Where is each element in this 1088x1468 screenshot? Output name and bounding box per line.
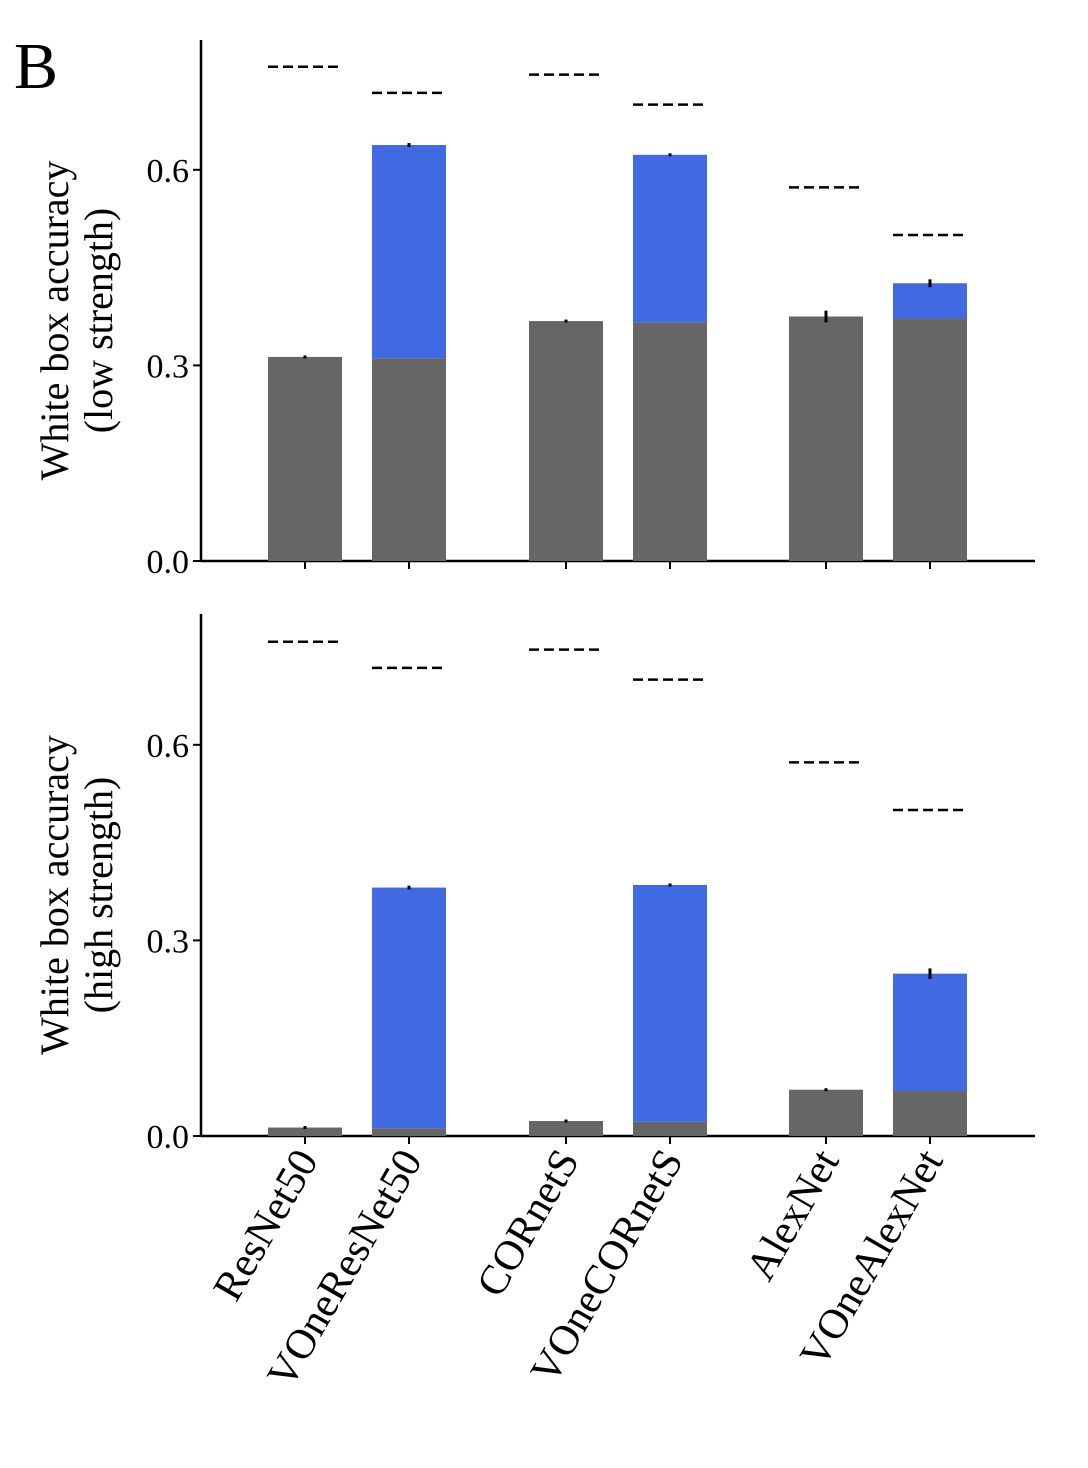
bar-base-alexnet	[789, 1089, 863, 1136]
bar-base-vonealexnet	[893, 1091, 967, 1136]
category-label-cornets: CORnetS	[468, 1142, 588, 1304]
y-axis-label: White box accuracy(high strength)	[32, 735, 121, 1055]
bar-base-voneresnet50	[372, 1128, 446, 1136]
y-axis-label-line: White box accuracy	[32, 735, 77, 1055]
bar-gain-vonecornets	[633, 154, 707, 323]
y-tick-label: 0.3	[147, 923, 190, 960]
panel-label: B	[14, 30, 58, 103]
y-axis-label-line: White box accuracy	[32, 161, 77, 481]
bar-gain-voneresnet50	[372, 145, 446, 359]
chart-panel-low-strength: 0.0 0.3 0.6 White box accuracy(low strength…	[32, 40, 1035, 581]
y-tick-label: 0.0	[147, 1119, 190, 1156]
y-axis-label-line: (low strength)	[76, 208, 121, 434]
y-axis-label-line: (high strength)	[76, 777, 121, 1014]
bar-base-cornets	[529, 321, 603, 561]
y-tick-label: 0.6	[147, 153, 190, 190]
chart-panel-high-strength: 0.0 0.3 0.6 White box accuracy(high strengt…	[32, 614, 1035, 1156]
bar-base-resnet50	[268, 356, 342, 561]
y-tick-label: 0.6	[147, 728, 190, 765]
y-tick-label: 0.3	[147, 348, 190, 385]
bar-gain-vonealexnet	[893, 973, 967, 1092]
bar-base-vonealexnet	[893, 318, 967, 561]
y-tick-label: 0.0	[147, 544, 190, 581]
bar-base-cornets	[529, 1121, 603, 1136]
bar-gain-voneresnet50	[372, 887, 446, 1129]
bar-gain-vonealexnet	[893, 283, 967, 319]
bar-gain-vonecornets	[633, 884, 707, 1122]
bar-base-resnet50	[268, 1127, 342, 1136]
bar-base-voneresnet50	[372, 358, 446, 561]
bar-base-vonecornets	[633, 322, 707, 561]
bar-base-alexnet	[789, 316, 863, 561]
y-axis-label: White box accuracy(low strength)	[32, 161, 121, 481]
category-label-alexnet: AlexNet	[738, 1142, 849, 1289]
bar-base-vonecornets	[633, 1121, 707, 1136]
